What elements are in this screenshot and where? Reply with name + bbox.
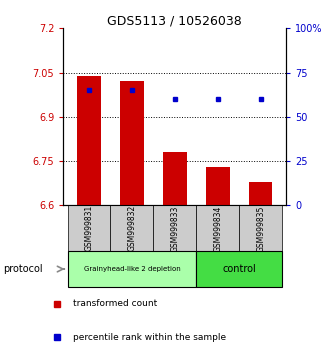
Text: protocol: protocol <box>3 264 43 274</box>
Bar <box>111 205 154 251</box>
Text: GSM999835: GSM999835 <box>256 205 265 252</box>
Bar <box>249 182 272 205</box>
Bar <box>77 75 101 205</box>
Bar <box>196 205 239 251</box>
Text: GSM999833: GSM999833 <box>170 205 179 252</box>
Text: GSM999832: GSM999832 <box>128 205 137 251</box>
Title: GDS5113 / 10526038: GDS5113 / 10526038 <box>108 14 242 27</box>
Text: GSM999834: GSM999834 <box>213 205 222 252</box>
Text: percentile rank within the sample: percentile rank within the sample <box>73 333 226 342</box>
Text: transformed count: transformed count <box>73 299 158 308</box>
Bar <box>239 205 282 251</box>
Bar <box>154 205 196 251</box>
Text: control: control <box>222 264 256 274</box>
Bar <box>196 251 282 287</box>
Bar <box>68 205 111 251</box>
Bar <box>206 167 229 205</box>
Bar <box>163 152 186 205</box>
Text: Grainyhead-like 2 depletion: Grainyhead-like 2 depletion <box>84 266 180 272</box>
Bar <box>120 81 144 205</box>
Bar <box>68 251 196 287</box>
Text: GSM999831: GSM999831 <box>85 205 94 251</box>
